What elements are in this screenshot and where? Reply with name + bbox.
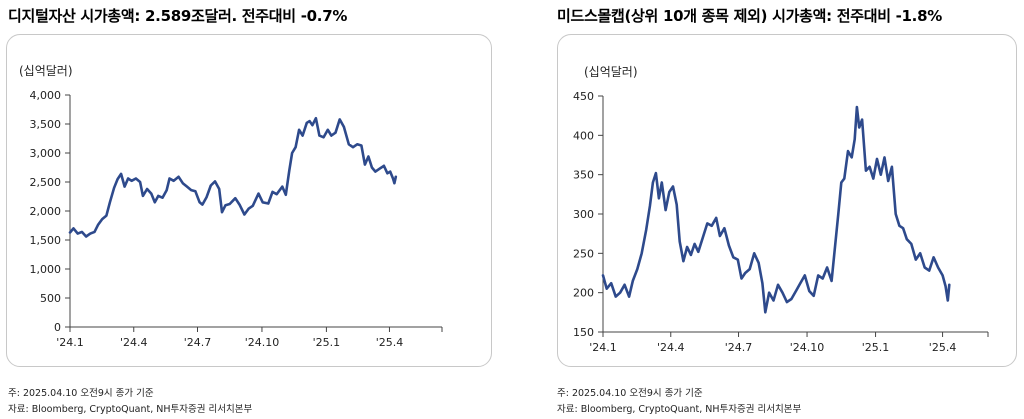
x-tick-label: '24.10 bbox=[245, 336, 280, 349]
digital-assets-line-chart: (십억달러) 0 500 1,000 1,500 2,000 2,500 3,000 3,500… bbox=[19, 64, 443, 349]
x-tick-label: '24.4 bbox=[657, 341, 685, 354]
chart-note-left: 주: 2025.04.10 오전9시 종가 기준 bbox=[8, 388, 154, 399]
chart-note-right: 주: 2025.04.10 오전9시 종가 기준 bbox=[557, 388, 703, 399]
y-tick-label: 250 bbox=[573, 247, 594, 260]
x-tick-label: '24.4 bbox=[120, 336, 148, 349]
y-tick-label: 150 bbox=[573, 326, 594, 339]
x-tick-label: '25.4 bbox=[376, 336, 404, 349]
x-tick-label: '25.1 bbox=[862, 341, 890, 354]
y-unit-label: (십억달러) bbox=[19, 64, 73, 78]
series-line bbox=[68, 116, 398, 238]
y-tick-label: 1,000 bbox=[30, 263, 62, 276]
y-tick-label: 3,500 bbox=[30, 118, 62, 131]
chart-panel-mid-small-cap: (십억달러) 150 200 250 300 350 400 450 '24.1 '24.4 '24… bbox=[557, 34, 1017, 367]
x-tick-label: '24.7 bbox=[725, 341, 753, 354]
chart-title-mid-small-cap: 미드스몰캡(상위 10개 종목 제외) 시가총액: 전주대비 -1.8% bbox=[557, 7, 942, 25]
x-tick-label: '24.1 bbox=[589, 341, 617, 354]
y-tick-label: 0 bbox=[54, 321, 61, 334]
y-tick-label: 500 bbox=[40, 292, 61, 305]
chart-source-right: 자료: Bloomberg, CryptoQuant, NH투자증권 리서치본부 bbox=[557, 404, 802, 415]
y-tick-label: 2,500 bbox=[30, 176, 62, 189]
y-tick-label: 1,500 bbox=[30, 234, 62, 247]
y-tick-label: 350 bbox=[573, 169, 594, 182]
y-tick-label: 200 bbox=[573, 287, 594, 300]
x-tick-label: '24.7 bbox=[184, 336, 212, 349]
y-tick-label: 4,000 bbox=[30, 89, 62, 102]
y-tick-label: 2,000 bbox=[30, 205, 62, 218]
chart-panel-digital-assets: (십억달러) 0 500 1,000 1,500 2,000 2,500 3,000 3,500… bbox=[6, 34, 492, 367]
x-tick-label: '25.4 bbox=[929, 341, 957, 354]
series-line bbox=[601, 105, 951, 314]
y-tick-label: 300 bbox=[573, 208, 594, 221]
x-tick-label: '25.1 bbox=[313, 336, 341, 349]
chart-title-digital-assets: 디지털자산 시가총액: 2.589조달러. 전주대비 -0.7% bbox=[8, 7, 348, 25]
x-tick-label: '24.1 bbox=[56, 336, 84, 349]
y-unit-label: (십억달러) bbox=[584, 65, 638, 79]
mid-small-cap-line-chart: (십억달러) 150 200 250 300 350 400 450 '24.1 '24.4 '24… bbox=[573, 65, 989, 354]
y-tick-label: 400 bbox=[573, 129, 594, 142]
y-tick-label: 3,000 bbox=[30, 147, 62, 160]
y-tick-label: 450 bbox=[573, 90, 594, 103]
x-tick-label: '24.10 bbox=[790, 341, 825, 354]
chart-source-left: 자료: Bloomberg, CryptoQuant, NH투자증권 리서치본부 bbox=[8, 404, 253, 415]
